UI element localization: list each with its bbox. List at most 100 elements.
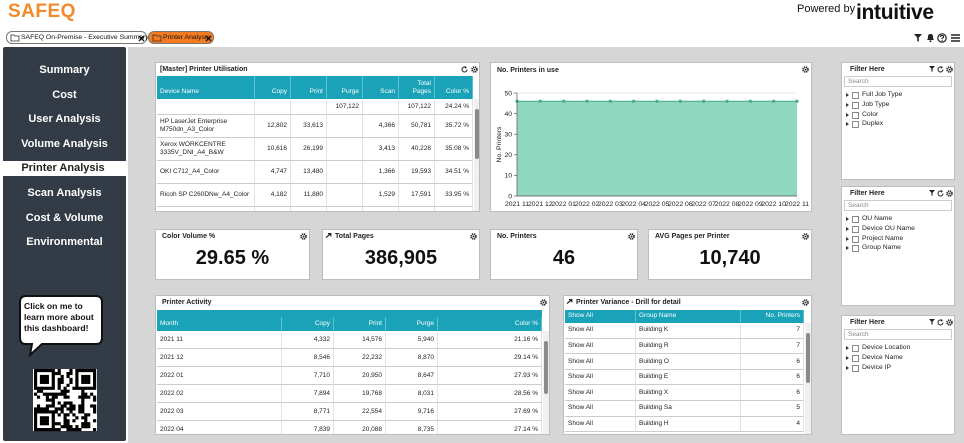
- table-cell[interactable]: 4: [741, 416, 804, 433]
- column-header[interactable]: Print: [291, 76, 327, 99]
- settings-icon[interactable]: [946, 319, 953, 326]
- column-header[interactable]: Copy: [282, 317, 334, 331]
- close-icon[interactable]: [138, 35, 145, 41]
- search-box[interactable]: Search: [844, 329, 952, 340]
- filter-item[interactable]: Group Name: [862, 244, 901, 252]
- refresh-icon[interactable]: [937, 319, 944, 326]
- filter-item[interactable]: Device OU Name: [862, 224, 915, 232]
- table-cell[interactable]: 5: [741, 401, 804, 417]
- table-cell[interactable]: Show All: [565, 401, 636, 417]
- table-cell[interactable]: Building E: [636, 369, 741, 386]
- expand-arrow[interactable]: [846, 226, 849, 231]
- filter-icon[interactable]: [914, 34, 922, 42]
- column-header[interactable]: Purge: [327, 76, 363, 99]
- table-cell[interactable]: Building Sa: [636, 401, 741, 417]
- close-icon[interactable]: [205, 35, 212, 41]
- checkbox[interactable]: [852, 354, 859, 362]
- table-cell[interactable]: Show All: [565, 354, 636, 370]
- menu-item[interactable]: Printer Analysis: [0, 161, 126, 177]
- expand-arrow[interactable]: [846, 355, 849, 360]
- filter-item[interactable]: Job Type: [862, 100, 890, 108]
- checkbox[interactable]: [852, 92, 859, 99]
- expand-arrow[interactable]: [846, 246, 849, 251]
- filter-item[interactable]: Project Name: [862, 234, 904, 242]
- settings-icon[interactable]: [946, 66, 953, 73]
- settings-icon[interactable]: [946, 190, 953, 197]
- menu-item[interactable]: User Analysis: [28, 113, 101, 126]
- filter-icon[interactable]: [929, 190, 935, 196]
- table-cell[interactable]: Building O: [636, 354, 741, 370]
- table-cell[interactable]: 7: [741, 323, 804, 339]
- table-cell[interactable]: 7: [741, 338, 804, 355]
- expand-arrow[interactable]: [846, 217, 849, 221]
- refresh-icon[interactable]: [937, 190, 944, 197]
- column-header[interactable]: Purge: [386, 317, 438, 331]
- table-cell[interactable]: Show All: [565, 323, 636, 339]
- search-box[interactable]: Search: [844, 76, 952, 87]
- scrollbar-thumb[interactable]: [806, 333, 810, 384]
- column-header[interactable]: No. Printers: [741, 310, 804, 323]
- filter-item[interactable]: Device Location: [862, 344, 911, 351]
- table-cell[interactable]: 6: [741, 385, 804, 401]
- filter-icon[interactable]: [929, 319, 935, 325]
- settings-icon[interactable]: [471, 66, 478, 73]
- menu-item[interactable]: Volume Analysis: [21, 137, 108, 150]
- column-header[interactable]: Month: [157, 317, 282, 331]
- checkbox[interactable]: [852, 235, 859, 243]
- table-cell[interactable]: Show All: [565, 416, 636, 433]
- settings-icon[interactable]: [628, 233, 635, 240]
- refresh-icon[interactable]: [461, 66, 468, 73]
- checkbox[interactable]: [852, 101, 859, 109]
- column-header[interactable]: Copy: [255, 76, 291, 99]
- settings-icon[interactable]: [802, 233, 809, 240]
- expand-arrow[interactable]: [846, 122, 849, 127]
- menu-item[interactable]: Summary: [39, 64, 90, 76]
- menu-item[interactable]: Environmental: [26, 236, 103, 249]
- tab[interactable]: SAFEQ On-Premise - Executive Summary: [6, 31, 149, 44]
- settings-icon[interactable]: [470, 233, 477, 240]
- table-cell[interactable]: Building K: [636, 323, 741, 339]
- menu-item[interactable]: Cost & Volume: [25, 211, 104, 224]
- expand-arrow[interactable]: [846, 93, 849, 97]
- checkbox[interactable]: [852, 225, 859, 233]
- scrollbar-thumb[interactable]: [475, 109, 479, 160]
- notification-icon[interactable]: [926, 33, 935, 43]
- checkbox[interactable]: [852, 111, 859, 119]
- column-header[interactable]: Print: [334, 317, 386, 331]
- checkbox[interactable]: [852, 345, 859, 352]
- column-header[interactable]: Device Name: [157, 76, 255, 99]
- settings-icon[interactable]: [300, 233, 307, 240]
- column-header[interactable]: Scan: [363, 76, 399, 99]
- column-header[interactable]: Color %: [435, 76, 473, 99]
- filter-item[interactable]: Full Job Type: [862, 91, 903, 98]
- expand-arrow[interactable]: [846, 236, 849, 241]
- table-cell[interactable]: 6: [741, 354, 804, 370]
- checkbox[interactable]: [852, 364, 859, 372]
- checkbox[interactable]: [852, 245, 859, 253]
- search-box[interactable]: Search: [844, 200, 952, 211]
- table-cell[interactable]: 6: [741, 369, 804, 386]
- table-cell[interactable]: Building R: [636, 338, 741, 355]
- expand-arrow[interactable]: [846, 365, 849, 370]
- scrollbar-thumb[interactable]: [544, 341, 548, 395]
- refresh-icon[interactable]: [937, 66, 944, 73]
- checkbox[interactable]: [852, 121, 859, 129]
- table-cell[interactable]: Building H: [636, 416, 741, 433]
- settings-icon[interactable]: [540, 299, 547, 306]
- settings-icon[interactable]: [802, 299, 809, 306]
- table-cell[interactable]: Show All: [565, 369, 636, 386]
- column-header[interactable]: Show All: [565, 310, 636, 323]
- filter-item[interactable]: Device Name: [862, 353, 903, 361]
- menu-item[interactable]: Scan Analysis: [27, 187, 102, 199]
- column-header[interactable]: Color %: [438, 317, 542, 331]
- expand-arrow[interactable]: [846, 112, 849, 117]
- table-cell[interactable]: Show All: [565, 338, 636, 355]
- menu-item[interactable]: Cost: [52, 88, 77, 101]
- checkbox[interactable]: [852, 216, 859, 223]
- help-icon[interactable]: [937, 33, 947, 43]
- filter-item[interactable]: Duplex: [862, 120, 884, 128]
- menu-icon[interactable]: [951, 34, 960, 42]
- filter-item[interactable]: Device IP: [862, 363, 892, 371]
- settings-icon[interactable]: [802, 66, 809, 73]
- filter-item[interactable]: OU Name: [862, 215, 893, 222]
